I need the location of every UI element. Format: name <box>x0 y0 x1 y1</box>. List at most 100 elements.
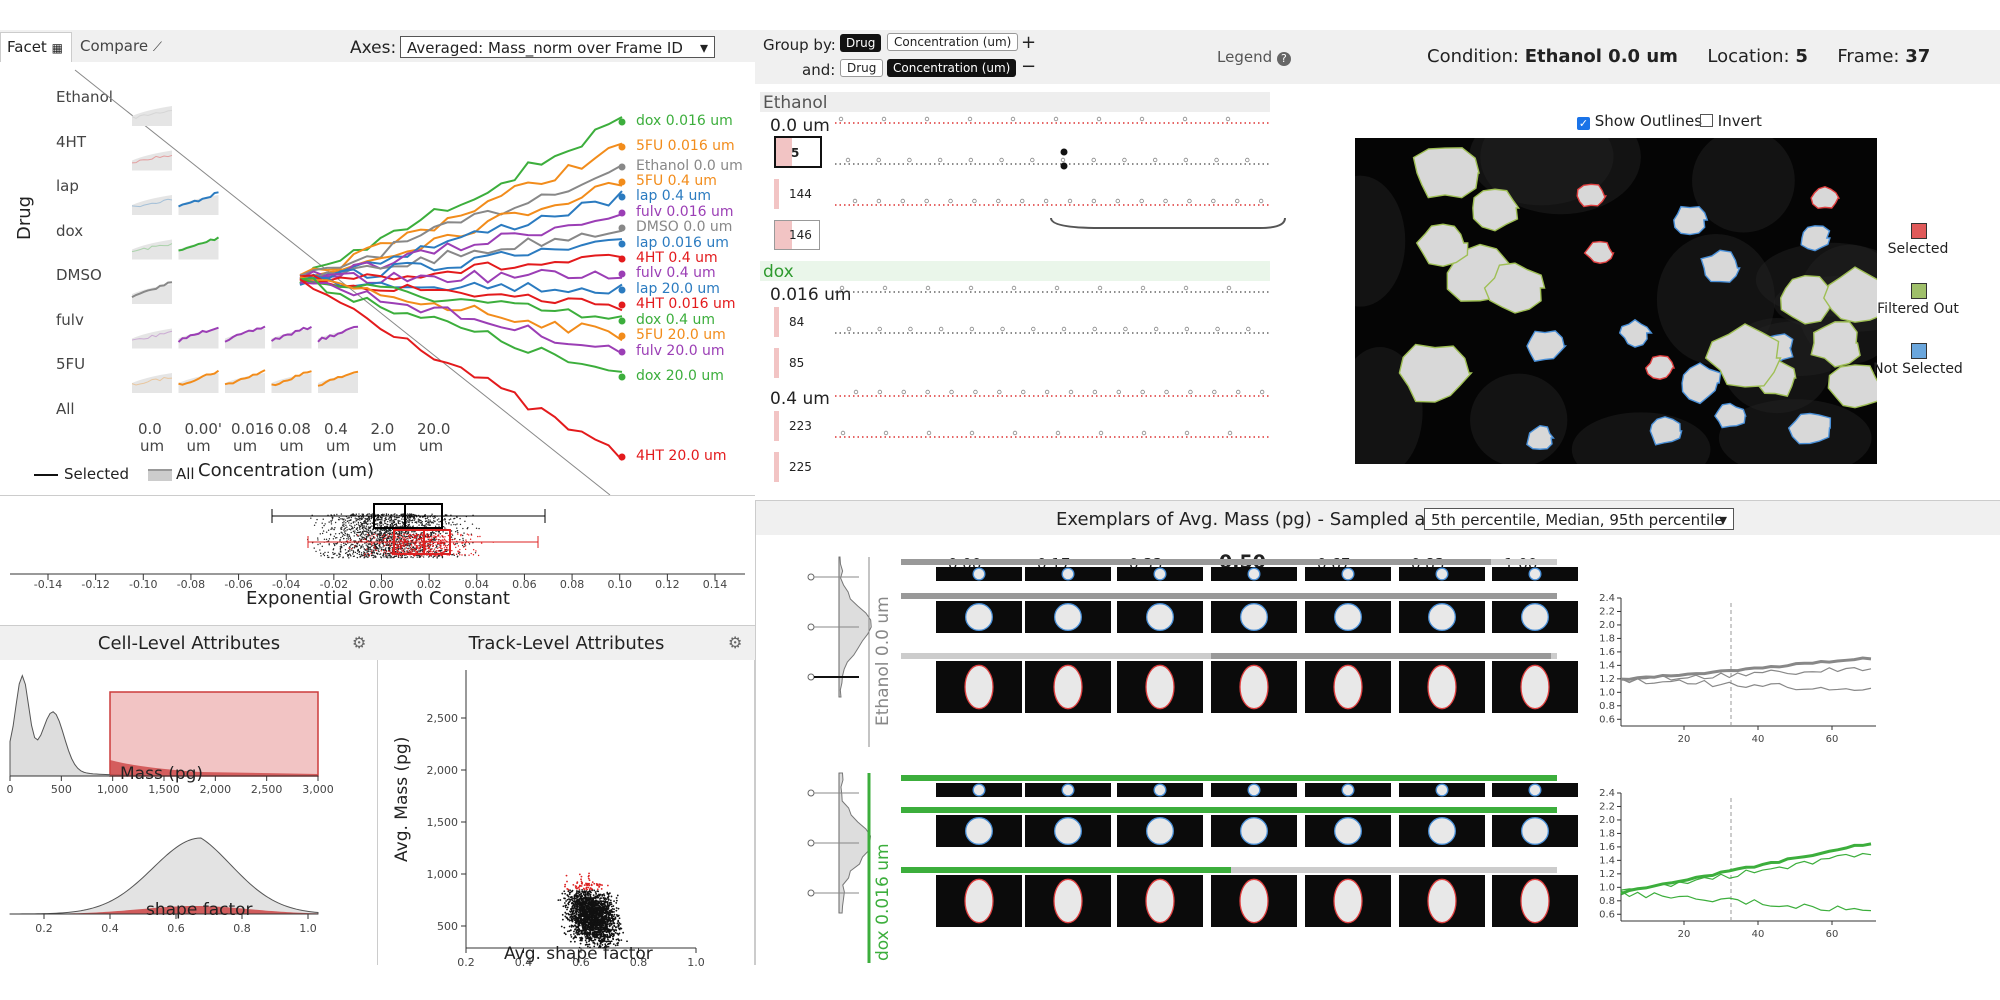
growth-point <box>369 520 371 522</box>
series-end-dot <box>618 163 626 171</box>
growth-point <box>429 521 431 523</box>
thumbnail-line <box>131 243 173 253</box>
growth-point <box>387 530 390 532</box>
track-point <box>612 905 615 907</box>
track-row-hover-box[interactable] <box>774 220 820 250</box>
show-outlines-toggle[interactable]: ✓ Show Outlines <box>1577 112 1702 130</box>
thumbnail-line <box>131 198 173 208</box>
sampled-at-select[interactable]: 5th percentile, Median, 95th percentile <box>1424 508 1734 530</box>
add-group-button[interactable]: + <box>1021 32 1037 53</box>
growth-point <box>334 521 337 524</box>
axes-select[interactable]: Averaged: Mass_norm over Frame ID <box>400 36 715 58</box>
track-point-selected <box>580 880 583 883</box>
track-point <box>603 894 606 897</box>
track-y-tick-label: 1,000 <box>427 868 459 881</box>
legend-button[interactable]: Legend ? <box>1217 48 1291 66</box>
track-event-dot <box>1123 326 1128 332</box>
track-point <box>610 901 612 904</box>
track-point <box>606 921 609 924</box>
track-id[interactable]: 225 <box>789 460 812 474</box>
growth-point <box>375 556 377 558</box>
growth-point <box>370 513 372 516</box>
growth-point <box>388 529 391 532</box>
track-x-tick-label: 1.0 <box>687 956 705 966</box>
group-by-drug-pill[interactable]: Drug <box>840 34 882 52</box>
growth-point <box>474 552 477 554</box>
track-point <box>559 899 562 901</box>
and-conc-pill[interactable]: Concentration (um) <box>887 59 1017 77</box>
growth-point-selected <box>364 553 366 555</box>
series-end-dot <box>618 348 626 356</box>
track-id[interactable]: 84 <box>789 315 805 329</box>
gear-icon[interactable]: ⚙ <box>352 633 367 652</box>
track-id[interactable]: 223 <box>789 419 812 433</box>
growth-point <box>360 517 362 519</box>
tab-facet[interactable]: Facet ▦ <box>0 32 72 62</box>
track-point <box>578 931 580 933</box>
track-point <box>615 907 618 909</box>
growth-point <box>422 524 424 527</box>
thumbnail-line <box>131 154 173 164</box>
invert-checkbox[interactable] <box>1700 114 1713 127</box>
track-id[interactable]: 146 <box>789 228 812 242</box>
group-by-conc-pill[interactable]: Concentration (um) <box>887 33 1019 51</box>
track-point <box>572 909 575 912</box>
tab-compare[interactable]: Compare ⟋ <box>80 32 170 62</box>
track-x-axis-label: Avg. shape factor <box>504 944 653 964</box>
series-line <box>299 181 623 281</box>
growth-point <box>390 514 392 516</box>
growth-point-selected <box>429 540 431 542</box>
growth-point <box>454 517 456 520</box>
track-row-selected-box[interactable] <box>774 136 822 168</box>
growth-point-selected <box>427 543 429 546</box>
track-point <box>574 900 577 903</box>
invert-toggle[interactable]: Invert <box>1700 112 1762 130</box>
growth-point-selected <box>386 534 389 536</box>
growth-point <box>355 544 357 547</box>
growth-point-selected <box>426 545 429 548</box>
show-outlines-checkbox[interactable]: ✓ <box>1577 117 1590 130</box>
growth-point <box>462 534 464 537</box>
growth-point <box>377 548 379 550</box>
growth-point <box>369 523 372 525</box>
track-point <box>571 901 574 904</box>
growth-point <box>379 536 381 539</box>
track-id[interactable]: 144 <box>789 187 812 201</box>
percentile-marker <box>807 673 815 681</box>
track-point <box>607 938 609 941</box>
growth-point <box>339 550 342 552</box>
track-point <box>610 929 612 932</box>
track-point <box>611 935 614 938</box>
track-id[interactable]: 5 <box>791 146 800 160</box>
series-end-dot <box>618 301 626 309</box>
series-line <box>299 268 623 284</box>
track-id[interactable]: 85 <box>789 356 805 370</box>
growth-point-selected <box>412 533 414 536</box>
track-point <box>584 891 587 894</box>
chart-y-tick-label: 1.0 <box>1599 687 1615 698</box>
growth-point <box>442 531 444 533</box>
growth-point <box>334 537 337 539</box>
remove-group-button[interactable]: − <box>1021 56 1037 77</box>
track-point-selected <box>598 883 601 886</box>
division-arc <box>1050 217 1286 229</box>
chart-x-tick-label: 20 <box>1678 734 1691 745</box>
growth-point-selected <box>382 538 385 541</box>
growth-point <box>368 513 371 515</box>
track-point <box>589 922 591 925</box>
growth-point <box>321 522 323 524</box>
growth-point <box>332 553 335 556</box>
growth-point <box>376 525 379 527</box>
growth-point <box>310 517 312 519</box>
growth-point <box>435 545 438 548</box>
gear-icon[interactable]: ⚙ <box>728 633 743 652</box>
and-drug-pill[interactable]: Drug <box>840 59 884 77</box>
track-point <box>571 912 574 915</box>
track-point <box>569 940 572 943</box>
growth-point-selected <box>354 545 356 547</box>
growth-point-selected <box>421 544 424 546</box>
microscopy-image[interactable] <box>1355 138 1877 464</box>
growth-point <box>383 513 385 516</box>
box-selected <box>393 529 451 555</box>
track-point <box>592 922 595 925</box>
